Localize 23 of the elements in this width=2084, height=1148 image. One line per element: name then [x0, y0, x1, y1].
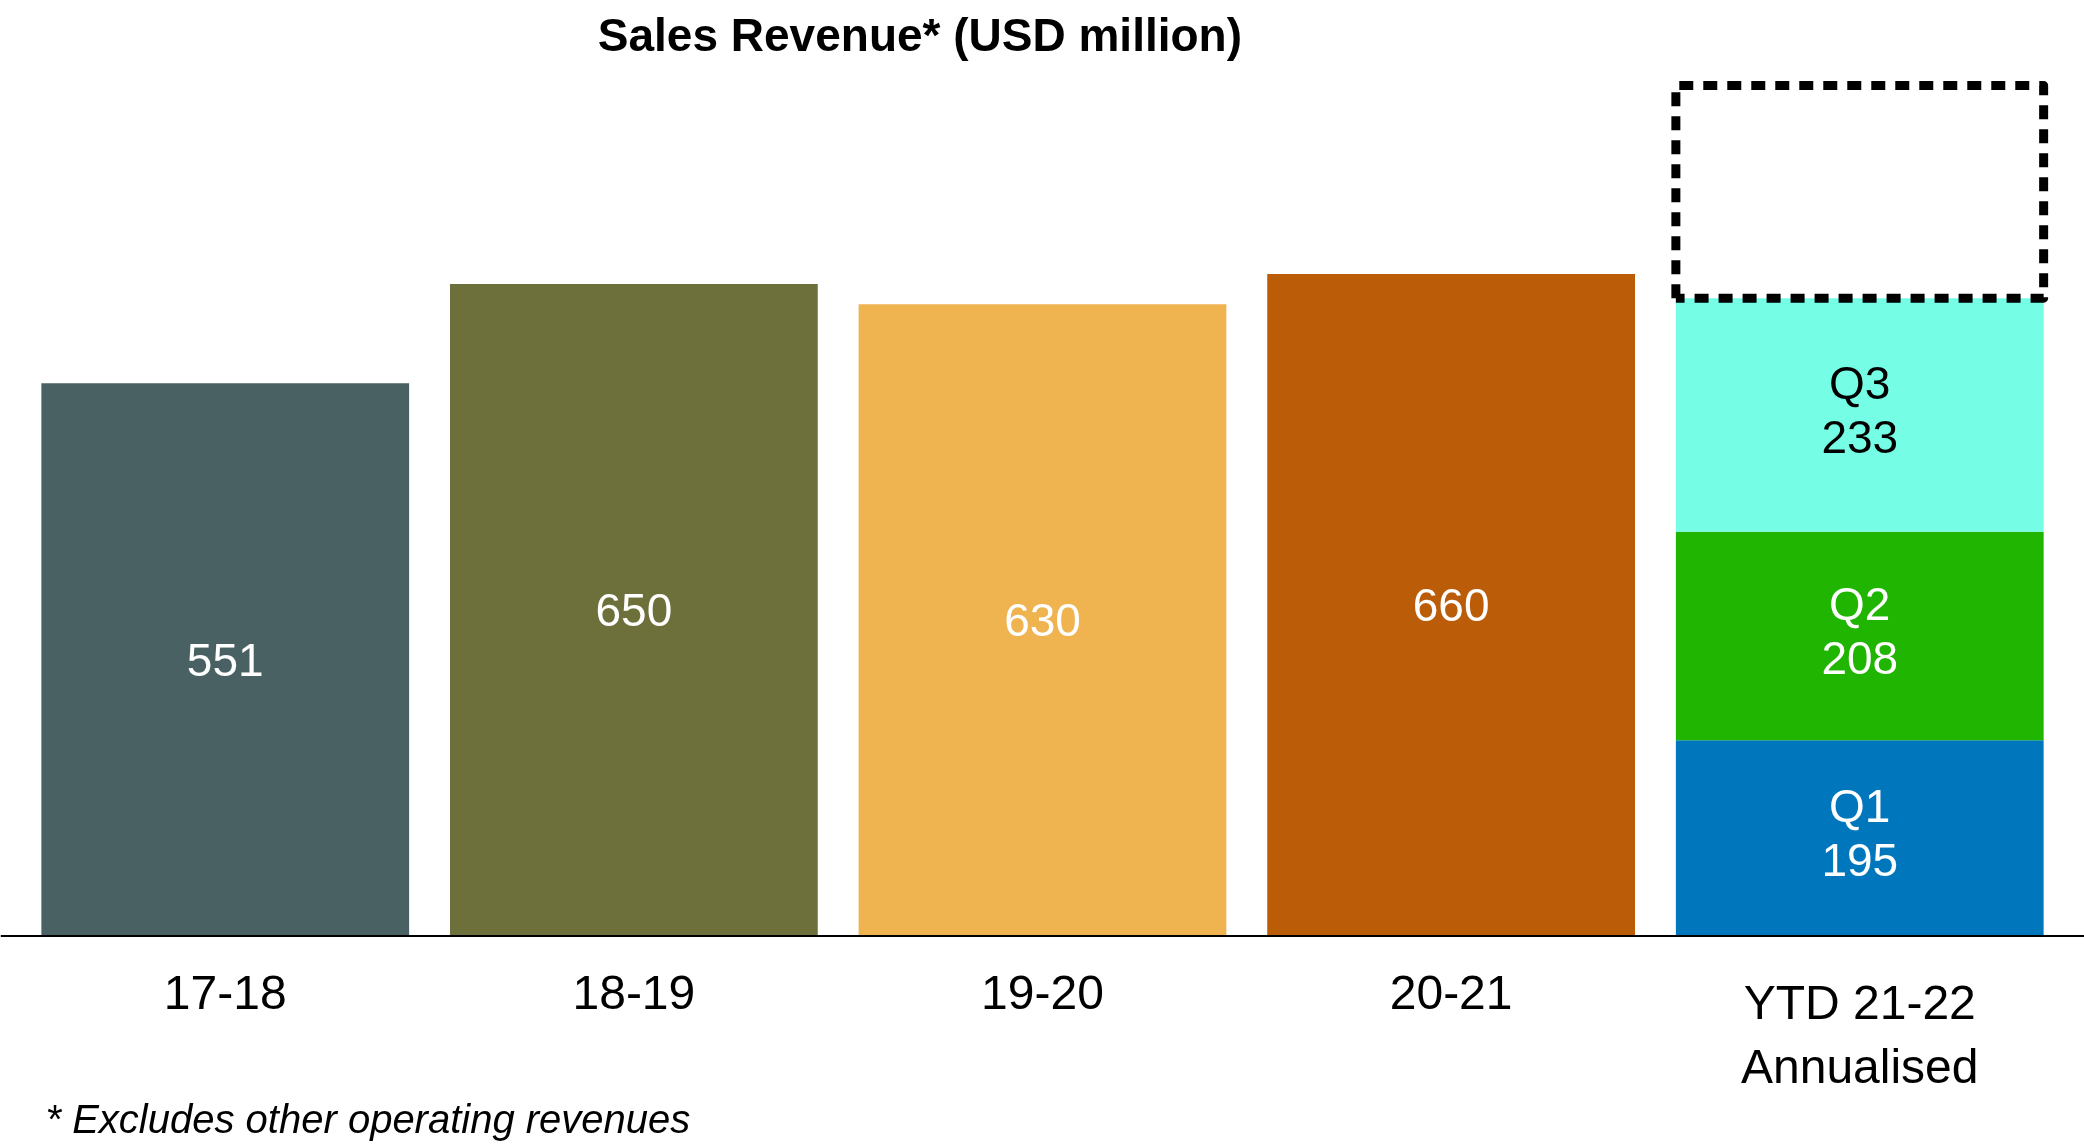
data-label: 630	[1004, 594, 1081, 647]
text: * Excludes other operating revenues	[45, 1096, 691, 1141]
data-label: 233	[1821, 410, 1899, 463]
bar	[41, 383, 410, 936]
data-label: 660	[1412, 578, 1490, 631]
bar	[858, 304, 1227, 936]
bar	[1675, 531, 2044, 741]
series-label: Q3	[1829, 356, 1891, 409]
data-label: 551	[186, 633, 264, 686]
bar	[449, 284, 818, 936]
bar	[1675, 740, 2044, 936]
data-label: 195	[1821, 834, 1899, 887]
bar	[1267, 274, 1636, 936]
x-tick-label: 17-18	[163, 965, 287, 1019]
chart-title: Sales Revenue* (USD million)	[597, 8, 1243, 61]
series-label: Q2	[1829, 578, 1891, 631]
series-label: Q1	[1829, 780, 1891, 833]
data-label: 650	[595, 584, 673, 636]
x-tick-label: 19-20	[981, 965, 1104, 1019]
x-tick-label: 20-21	[1389, 965, 1513, 1019]
x-tick-label: 18-19	[572, 965, 696, 1019]
data-label: 208	[1821, 632, 1899, 685]
x-tick-label: YTD 21-22 Annualised	[1741, 975, 1979, 1093]
